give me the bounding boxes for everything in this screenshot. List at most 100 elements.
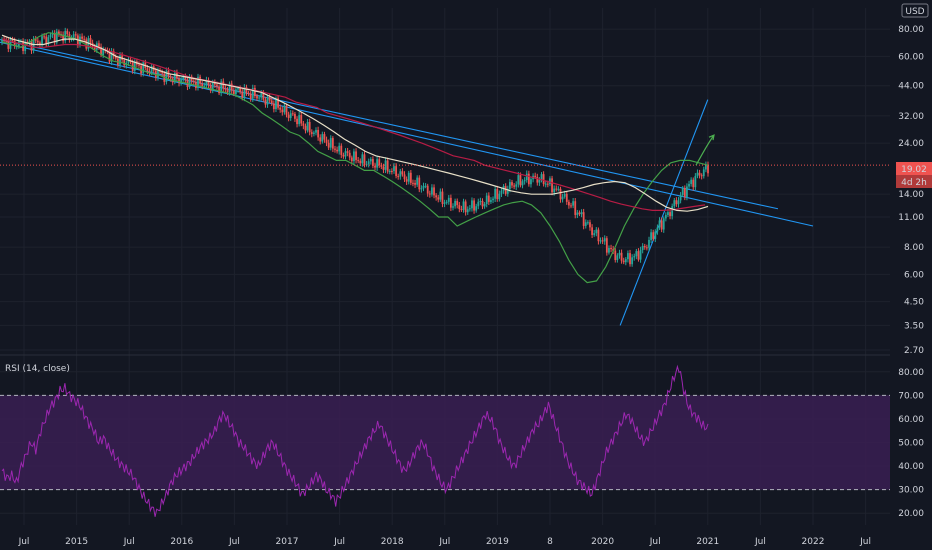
candle-body xyxy=(445,201,448,203)
candle-body xyxy=(527,173,530,185)
candle-body xyxy=(369,159,372,162)
price-tick-label: 44.00 xyxy=(898,82,924,92)
candle-body xyxy=(239,88,242,92)
price-tick-label: 4.50 xyxy=(904,298,924,308)
candle-body xyxy=(468,208,471,210)
candle-body xyxy=(479,200,482,202)
candle-body xyxy=(511,182,513,186)
time-tick-label: 2022 xyxy=(802,537,825,547)
candle-body xyxy=(127,59,130,63)
candle-body xyxy=(599,240,602,242)
candle-body xyxy=(363,154,366,165)
candle-body xyxy=(5,40,8,42)
rsi-axis[interactable]: 80.00 70.00 60.00 50.00 40.00 30.00 20.00 xyxy=(898,368,924,519)
candle-body xyxy=(388,170,391,172)
candle-body xyxy=(72,34,75,39)
candle-body xyxy=(197,76,199,88)
candle-body xyxy=(157,70,159,78)
candle-body xyxy=(622,260,625,263)
time-tick-label: 8 xyxy=(547,537,553,547)
candle-body xyxy=(704,164,707,170)
candle-body xyxy=(30,41,33,51)
candle-body xyxy=(232,90,235,95)
time-tick-label: Jul xyxy=(123,537,135,547)
candle-body xyxy=(452,206,454,208)
candle-body xyxy=(378,159,381,166)
rsi-title: RSI (14, close) xyxy=(5,364,70,374)
candle-body xyxy=(66,30,69,35)
price-tick-label: 60.00 xyxy=(898,52,924,62)
candle-body xyxy=(641,246,644,251)
candle-body xyxy=(184,76,187,80)
candle-body xyxy=(85,39,88,49)
candle-body xyxy=(637,251,640,260)
price-tick-label: 24.00 xyxy=(898,139,924,149)
candle-body xyxy=(264,99,267,105)
candle-body xyxy=(513,185,516,187)
candle-body xyxy=(81,36,83,39)
candle-body xyxy=(643,246,646,248)
price-pane[interactable] xyxy=(0,27,890,326)
candle-body xyxy=(591,227,593,235)
candle-body xyxy=(209,84,212,91)
candle-body xyxy=(694,176,697,188)
candle-body xyxy=(441,191,444,204)
price-axis[interactable]: 80.00 60.00 44.00 32.00 24.00 14.00 11.00 8.00 6… xyxy=(898,25,924,356)
candle-body xyxy=(405,179,408,182)
candle-body xyxy=(679,194,682,201)
candle-body xyxy=(313,132,315,134)
candle-body xyxy=(477,201,480,207)
candle-body xyxy=(346,151,349,153)
rsi-pane[interactable]: RSI (14, close) xyxy=(0,364,890,517)
candle-body xyxy=(102,49,105,56)
candle-body xyxy=(220,81,223,94)
candle-body xyxy=(390,170,393,172)
candle-body xyxy=(671,206,674,217)
candle-body xyxy=(283,105,286,113)
forecast-arrow xyxy=(695,134,715,166)
candle-body xyxy=(306,122,309,131)
candle-body xyxy=(338,145,341,152)
candle-body xyxy=(645,247,648,249)
candle-body xyxy=(161,71,164,74)
candle-body xyxy=(258,97,261,99)
candle-body xyxy=(498,193,501,200)
price-tick-label: 3.50 xyxy=(904,321,924,331)
candle-body xyxy=(205,79,208,86)
candle-body xyxy=(47,37,50,44)
candle-body xyxy=(409,172,412,183)
candle-body xyxy=(580,212,583,215)
currency-badge[interactable]: USD xyxy=(901,3,929,18)
candle-body xyxy=(24,42,27,51)
candle-body xyxy=(424,185,427,187)
candle-body xyxy=(664,214,667,219)
candle-body xyxy=(331,138,334,149)
candle-body xyxy=(675,200,678,205)
candle-body xyxy=(315,129,317,133)
candle-body xyxy=(496,189,499,200)
candle-body xyxy=(154,70,157,78)
candle-body xyxy=(431,187,433,195)
candle-body xyxy=(589,222,591,228)
candle-body xyxy=(639,250,642,260)
candle-body xyxy=(376,159,379,168)
candle-body xyxy=(277,98,279,108)
candle-body xyxy=(372,159,374,166)
candle-body xyxy=(243,87,246,98)
candle-body xyxy=(568,201,570,206)
candle-body xyxy=(702,169,705,177)
candle-body xyxy=(13,40,16,47)
time-axis[interactable]: Jul 2015 Jul 2016 Jul 2017 Jul 2018 Jul 2019 8 2020… xyxy=(18,537,871,547)
candle-body xyxy=(148,71,151,73)
candle-body xyxy=(112,51,115,57)
price-tick-label: 8.00 xyxy=(904,243,924,253)
candle-body xyxy=(287,114,290,118)
candle-body xyxy=(150,66,153,73)
candle-body xyxy=(435,195,438,198)
candle-body xyxy=(652,232,655,239)
candle-body xyxy=(108,51,111,62)
candle-body xyxy=(616,255,619,261)
candle-body xyxy=(508,182,511,189)
price-tag-value: 19.02 xyxy=(901,165,927,175)
